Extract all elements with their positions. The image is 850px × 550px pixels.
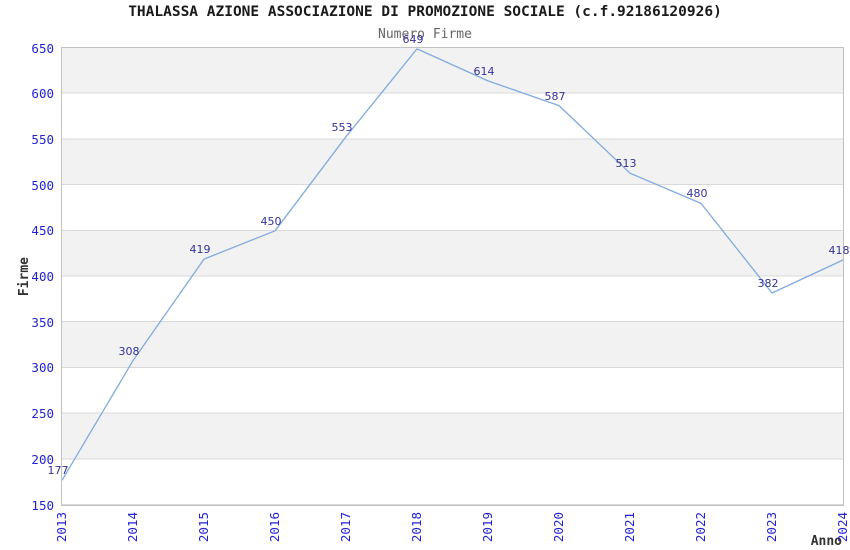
data-label: 419 [189,243,211,257]
y-axis-title: Firme [17,257,32,297]
x-tick-label: 2015 [196,512,211,543]
x-tick-label: 2022 [693,512,708,543]
data-label: 513 [615,157,637,171]
series-line-svg [61,48,844,481]
chart-subtitle: Numero Firme [378,27,472,42]
x-tick-label: 2013 [54,512,69,543]
data-label: 382 [757,276,779,290]
data-label: 649 [402,32,424,46]
data-label: 177 [47,464,69,478]
y-tick-label: 650 [31,40,54,56]
y-tick-label: 350 [31,314,54,330]
x-tick-label: 2021 [622,512,637,543]
data-label: 308 [118,344,140,358]
x-tick-label: 2018 [409,512,424,543]
y-tick-label: 250 [31,406,54,422]
y-tick-label: 450 [31,223,54,239]
chart-title: THALASSA AZIONE ASSOCIAZIONE DI PROMOZIO… [128,4,722,20]
x-tick-label: 2016 [267,512,282,543]
x-tick-label: 2019 [480,512,495,543]
plot-area [61,48,844,505]
data-label: 480 [686,187,708,201]
y-tick-label: 600 [31,86,54,102]
x-tick-label: 2023 [764,512,779,543]
series-line [61,48,844,481]
y-tick-label: 150 [31,497,54,513]
y-tick-label: 550 [31,131,54,147]
x-tick-label: 2017 [338,512,353,543]
x-tick-label: 2020 [551,512,566,543]
data-label: 553 [331,120,353,134]
y-tick-label: 400 [31,269,54,284]
x-axis-title: Anno [810,534,842,549]
y-tick-label: 200 [31,451,54,467]
x-tick-label: 2014 [125,512,140,543]
data-label: 614 [473,64,495,78]
data-label: 450 [260,214,282,228]
y-tick-label: 500 [31,177,54,193]
data-label: 587 [544,89,566,103]
data-label: 418 [828,244,850,258]
y-tick-label: 300 [31,360,54,376]
